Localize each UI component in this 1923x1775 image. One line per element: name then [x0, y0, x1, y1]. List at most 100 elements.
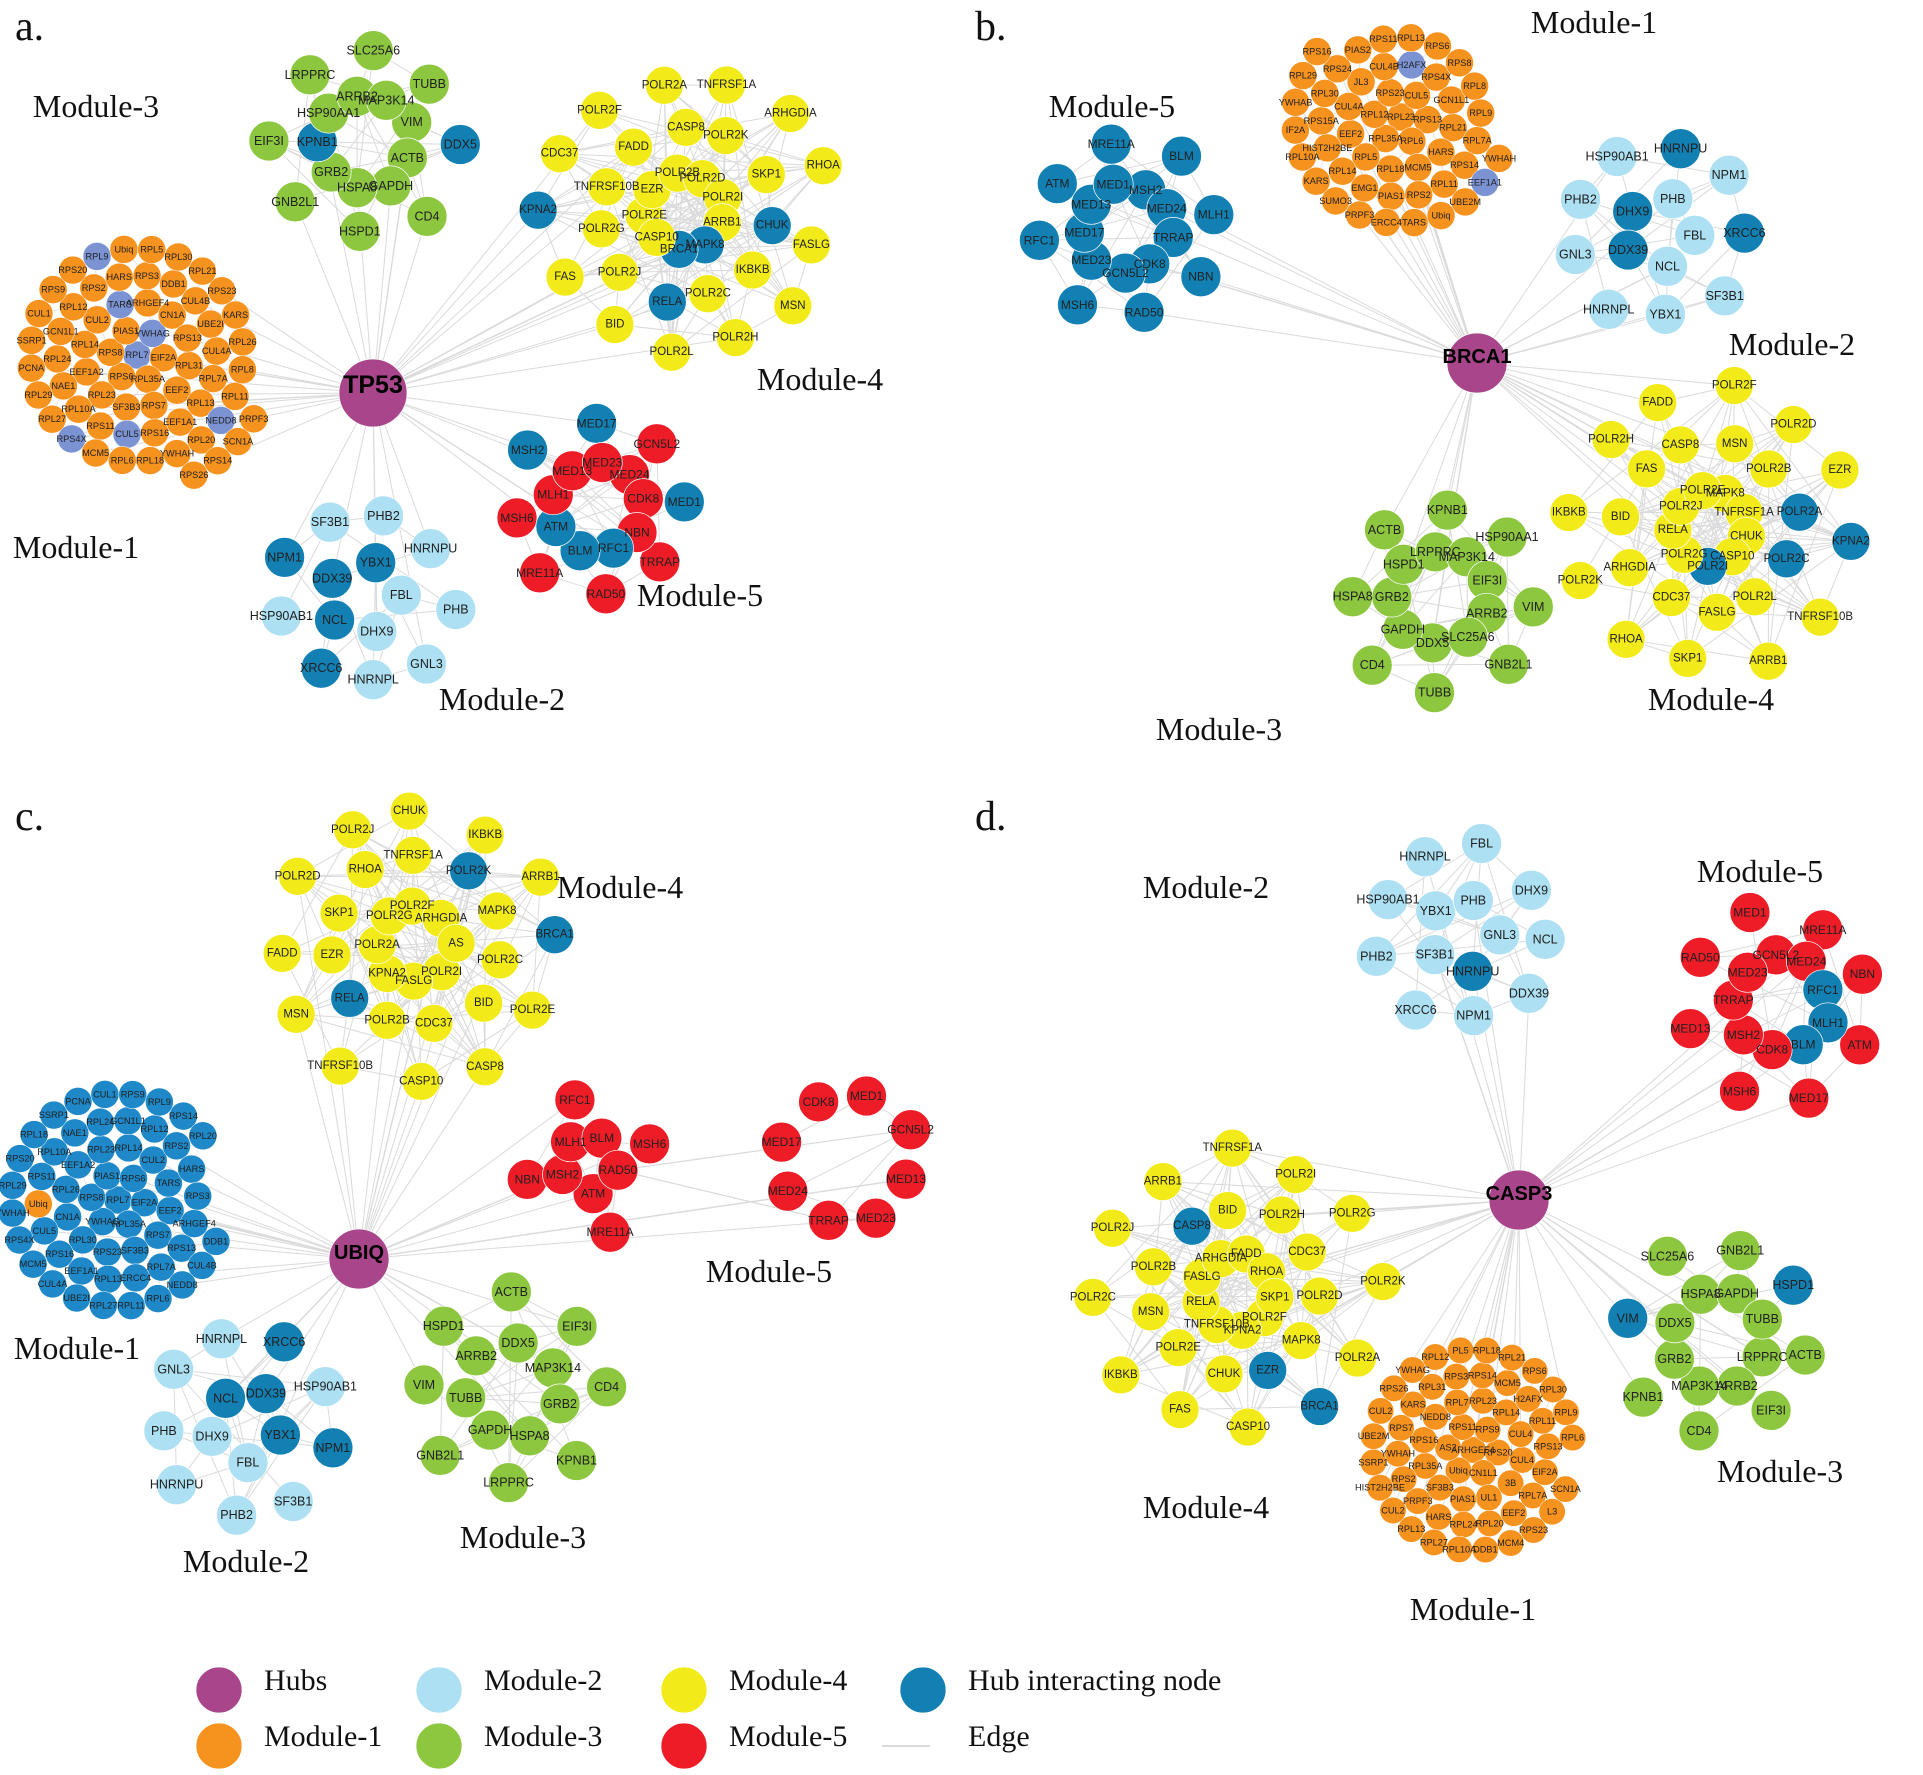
svg-text:Module-4: Module-4: [1648, 681, 1774, 717]
svg-text:RPS24: RPS24: [1323, 64, 1352, 74]
svg-text:POLR2D: POLR2D: [1770, 419, 1816, 431]
svg-text:TRRAP: TRRAP: [639, 555, 680, 569]
svg-text:MCM5: MCM5: [1494, 1378, 1521, 1388]
svg-text:POLR2I: POLR2I: [1687, 560, 1728, 572]
svg-text:CASP10: CASP10: [1226, 1421, 1270, 1433]
svg-text:RFC1: RFC1: [1024, 233, 1056, 247]
svg-text:NBN: NBN: [515, 1172, 540, 1186]
svg-text:HNRNPU: HNRNPU: [1446, 964, 1499, 978]
svg-text:SCN1A: SCN1A: [223, 437, 255, 447]
svg-text:TNFRSF10B: TNFRSF10B: [1184, 1319, 1250, 1331]
svg-text:POLR2E: POLR2E: [510, 1004, 556, 1016]
svg-text:GCN5L2: GCN5L2: [1102, 266, 1149, 280]
svg-text:TUBB: TUBB: [1418, 686, 1451, 700]
svg-text:PIAS1: PIAS1: [1378, 191, 1404, 201]
svg-text:CASP10: CASP10: [635, 231, 679, 243]
svg-text:ARRB1: ARRB1: [1749, 655, 1787, 667]
svg-text:CN1A: CN1A: [55, 1212, 80, 1222]
svg-text:RPL9: RPL9: [86, 251, 109, 261]
svg-text:RPS14: RPS14: [169, 1111, 198, 1121]
svg-text:RPL18: RPL18: [1473, 1346, 1501, 1356]
svg-text:YWHAH: YWHAH: [160, 449, 194, 459]
svg-text:Module-4: Module-4: [757, 361, 883, 397]
svg-text:RPS3: RPS3: [186, 1191, 210, 1201]
svg-text:GNL3: GNL3: [157, 1362, 190, 1376]
svg-text:RPS4X: RPS4X: [1421, 72, 1451, 82]
svg-text:ATM: ATM: [1847, 1038, 1871, 1052]
svg-text:CUL5: CUL5: [115, 429, 139, 439]
svg-text:CDC37: CDC37: [1288, 1246, 1326, 1258]
svg-text:EIF3I: EIF3I: [562, 1319, 592, 1333]
svg-text:UBIQ: UBIQ: [334, 1242, 384, 1264]
svg-text:RPL23: RPL23: [1387, 112, 1415, 122]
svg-text:FBL: FBL: [1470, 837, 1493, 851]
svg-text:SF3B1: SF3B1: [274, 1495, 312, 1509]
svg-text:Module-3: Module-3: [460, 1519, 586, 1555]
svg-text:Module-4: Module-4: [729, 1664, 847, 1697]
svg-text:KPNA2: KPNA2: [368, 968, 406, 980]
svg-text:NPM1: NPM1: [267, 550, 302, 564]
svg-text:EEF1A2: EEF1A2: [61, 1160, 95, 1170]
svg-text:CUL2: CUL2: [1381, 1506, 1405, 1516]
svg-text:MED17: MED17: [1789, 1091, 1829, 1105]
svg-text:RPS3: RPS3: [135, 271, 159, 281]
svg-text:RPL6: RPL6: [147, 1294, 170, 1304]
svg-text:RPS6: RPS6: [1425, 41, 1449, 51]
svg-text:FBL: FBL: [236, 1456, 259, 1470]
svg-text:NBN: NBN: [1188, 270, 1213, 284]
svg-text:UBE2I: UBE2I: [197, 319, 224, 329]
svg-text:MSN: MSN: [1138, 1306, 1164, 1318]
svg-text:DHX9: DHX9: [195, 1429, 228, 1443]
svg-text:YWHAG: YWHAG: [85, 1217, 120, 1227]
svg-text:GRB2: GRB2: [1375, 590, 1409, 604]
svg-text:RAD50: RAD50: [1125, 305, 1164, 319]
svg-text:RPS26: RPS26: [179, 470, 208, 480]
svg-text:RAD50: RAD50: [599, 1163, 638, 1177]
svg-text:Module-1: Module-1: [13, 529, 139, 565]
svg-text:MED24: MED24: [768, 1184, 808, 1198]
svg-text:RPL12: RPL12: [1421, 1352, 1449, 1362]
svg-text:KPNA2: KPNA2: [1832, 535, 1870, 547]
svg-text:TNFRSF10B: TNFRSF10B: [307, 1060, 373, 1072]
svg-text:Module-5: Module-5: [729, 1720, 847, 1753]
svg-text:NAE1: NAE1: [63, 1128, 87, 1138]
svg-text:RFC1: RFC1: [559, 1093, 591, 1107]
svg-text:EEF1A1: EEF1A1: [64, 1266, 98, 1276]
svg-text:EMG1: EMG1: [1351, 183, 1377, 193]
svg-text:BLM: BLM: [1791, 1038, 1816, 1052]
svg-text:SF3B3: SF3B3: [112, 402, 140, 412]
svg-text:Module-1: Module-1: [1410, 1591, 1536, 1627]
svg-text:PHB2: PHB2: [1360, 949, 1393, 963]
svg-text:HNRNPL: HNRNPL: [196, 1332, 247, 1346]
svg-text:Module-3: Module-3: [1156, 711, 1282, 747]
svg-text:SF3B3: SF3B3: [1426, 1483, 1454, 1493]
svg-text:POLR2B: POLR2B: [1746, 463, 1792, 475]
svg-text:KARS: KARS: [1304, 176, 1329, 186]
svg-text:CDC37: CDC37: [415, 1017, 453, 1029]
svg-text:SKP1: SKP1: [1673, 652, 1702, 664]
svg-text:RPL30: RPL30: [164, 252, 192, 262]
svg-text:POLR2D: POLR2D: [1296, 1290, 1342, 1302]
svg-text:CASP3: CASP3: [1486, 1183, 1553, 1205]
svg-text:YWHAG: YWHAG: [135, 328, 170, 338]
svg-text:RPL24: RPL24: [1450, 1520, 1478, 1530]
svg-text:RPL6: RPL6: [1400, 136, 1423, 146]
svg-text:RPL10A: RPL10A: [37, 1147, 72, 1157]
svg-text:RPL20: RPL20: [187, 435, 215, 445]
svg-text:VIM: VIM: [413, 1378, 435, 1392]
svg-text:Module-5: Module-5: [706, 1253, 832, 1289]
svg-text:MED23: MED23: [582, 456, 622, 470]
svg-text:MSH2: MSH2: [546, 1168, 580, 1182]
svg-text:RPL23: RPL23: [88, 390, 116, 400]
svg-text:MED17: MED17: [577, 416, 617, 430]
svg-text:MRE11A: MRE11A: [1088, 137, 1135, 151]
svg-text:Module-1: Module-1: [264, 1720, 382, 1753]
svg-text:RPL24: RPL24: [43, 354, 71, 364]
svg-text:CUL2: CUL2: [1369, 1406, 1393, 1416]
svg-text:FAS: FAS: [554, 271, 576, 283]
svg-text:RPL12: RPL12: [59, 302, 87, 312]
svg-text:POLR2C: POLR2C: [1764, 553, 1810, 565]
svg-text:HARS: HARS: [1426, 1512, 1452, 1522]
svg-text:KPNB1: KPNB1: [1427, 503, 1468, 517]
svg-text:GAPDH: GAPDH: [1714, 1287, 1758, 1301]
